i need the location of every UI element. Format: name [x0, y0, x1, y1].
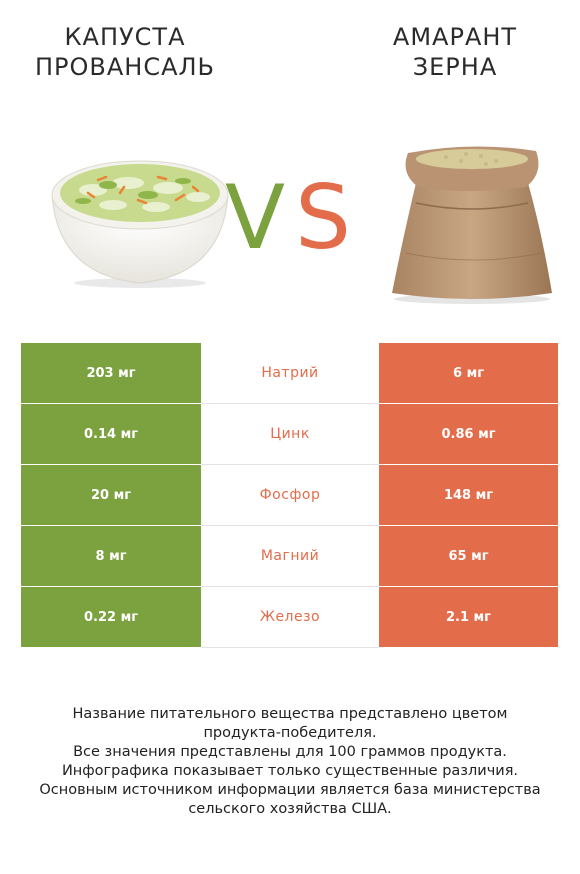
amaranth-sack-image — [392, 146, 552, 304]
left-title-line2: ПРОВАНСАЛЬ — [34, 53, 216, 81]
nutrient-name: Цинк — [201, 404, 379, 464]
nutrient-comparison-table: 203 мг Натрий 6 мг 0.14 мг Цинк 0.86 мг … — [21, 343, 558, 648]
table-row: 203 мг Натрий 6 мг — [21, 343, 558, 404]
vs-letter-v: V — [225, 168, 285, 258]
footer-line: Название питательного вещества представл… — [72, 706, 508, 722]
table-row: 0.14 мг Цинк 0.86 мг — [21, 404, 558, 465]
nutrient-name: Натрий — [201, 343, 379, 403]
right-value: 148 мг — [379, 465, 558, 526]
left-value: 0.14 мг — [21, 404, 201, 465]
right-value: 65 мг — [379, 526, 558, 587]
coleslaw-bowl-image — [51, 160, 229, 288]
footer-line: продукта-победителя. — [203, 725, 377, 741]
footer-line: Все значения представлены для 100 граммо… — [73, 744, 507, 760]
right-title-line2: ЗЕРНА — [412, 53, 498, 81]
vs-letter-s: S — [295, 168, 351, 258]
left-value: 0.22 мг — [21, 587, 201, 648]
vs-logo: V S — [225, 168, 351, 258]
table-row: 0.22 мг Железо 2.1 мг — [21, 587, 558, 648]
right-product-title: АМАРАНТ ЗЕРНА — [350, 22, 560, 82]
footer-notes: Название питательного вещества представл… — [10, 705, 570, 819]
left-product-title: КАПУСТА ПРОВАНСАЛЬ — [20, 22, 230, 82]
right-title-line1: АМАРАНТ — [392, 23, 518, 51]
right-value: 2.1 мг — [379, 587, 558, 648]
nutrient-name: Железо — [201, 587, 379, 647]
footer-line: Инфографика показывает только существенн… — [61, 763, 519, 779]
table-row: 8 мг Магний 65 мг — [21, 526, 558, 587]
left-title-line1: КАПУСТА — [64, 23, 186, 51]
right-value: 6 мг — [379, 343, 558, 404]
right-value: 0.86 мг — [379, 404, 558, 465]
table-row: 20 мг Фосфор 148 мг — [21, 465, 558, 526]
nutrient-name: Магний — [201, 526, 379, 586]
left-value: 20 мг — [21, 465, 201, 526]
left-value: 203 мг — [21, 343, 201, 404]
footer-line: сельского хозяйства США. — [188, 801, 392, 817]
left-value: 8 мг — [21, 526, 201, 587]
nutrient-name: Фосфор — [201, 465, 379, 525]
footer-line: Основным источником информации является … — [39, 782, 541, 798]
